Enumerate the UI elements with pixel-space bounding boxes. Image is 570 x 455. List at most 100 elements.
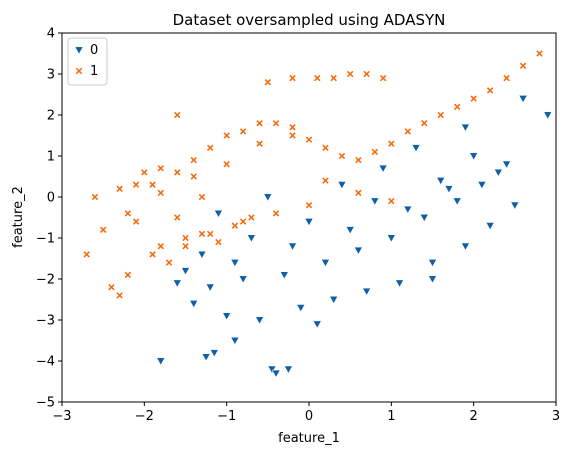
point-series-1 (255, 119, 264, 127)
point-series-0 (296, 304, 306, 313)
point-series-1 (124, 209, 132, 218)
point-series-1 (173, 111, 181, 119)
point-series-0 (502, 160, 512, 169)
point-series-0 (444, 185, 454, 194)
point-series-1 (132, 217, 140, 226)
point-series-0 (321, 259, 330, 268)
point-series-1 (346, 70, 354, 78)
point-series-0 (518, 95, 528, 104)
point-series-0 (288, 242, 297, 251)
point-series-1 (486, 86, 494, 95)
y-tick-label: 3 (47, 68, 55, 83)
point-series-1 (206, 230, 214, 238)
point-series-0 (214, 209, 223, 218)
point-series-0 (419, 214, 429, 223)
point-series-1 (288, 74, 297, 82)
point-series-0 (428, 259, 437, 268)
point-series-1 (379, 74, 387, 82)
point-series-1 (206, 144, 214, 152)
point-series-0 (172, 279, 182, 288)
point-series-0 (238, 275, 248, 284)
point-series-0 (181, 267, 190, 276)
point-series-0 (279, 271, 289, 280)
point-series-1 (157, 189, 165, 197)
point-series-0 (477, 181, 487, 190)
x-tick-label: 0 (305, 409, 313, 424)
legend-label-1: 1 (90, 64, 98, 79)
y-tick-label: 4 (47, 27, 55, 42)
point-series-0 (345, 226, 355, 235)
point-series-1 (198, 193, 206, 201)
point-series-1 (91, 193, 99, 201)
point-series-0 (461, 242, 470, 251)
point-series-1 (115, 291, 124, 300)
point-series-1 (132, 181, 140, 189)
points-layer (83, 49, 553, 378)
legend-marker-0 (74, 46, 84, 55)
point-series-0 (222, 312, 232, 321)
point-series-1 (420, 119, 428, 127)
point-series-1 (305, 201, 313, 209)
legend-label-0: 0 (90, 43, 98, 58)
point-series-0 (436, 177, 446, 186)
point-series-1 (387, 197, 396, 205)
point-series-1 (469, 94, 478, 103)
point-series-0 (271, 369, 281, 378)
y-tick-label: −5 (36, 396, 55, 411)
point-series-1 (535, 49, 544, 58)
y-axis: −5 −4 −3 −2 −1 0 1 2 3 4 (36, 27, 62, 411)
point-series-1 (387, 140, 396, 148)
point-series-1 (190, 156, 198, 164)
point-series-0 (197, 250, 207, 259)
point-series-1 (272, 119, 280, 127)
point-series-0 (201, 353, 211, 362)
point-series-0 (230, 337, 240, 346)
point-series-1 (354, 189, 363, 197)
point-series-0 (255, 316, 265, 325)
point-series-1 (305, 135, 313, 144)
point-series-0 (304, 218, 314, 227)
point-series-1 (181, 234, 190, 242)
point-series-0 (493, 168, 503, 177)
point-series-0 (386, 234, 396, 243)
legend-marker-series-1 (75, 67, 83, 75)
y-tick-label: −2 (36, 273, 55, 288)
x-axis: −3 −2 −1 0 1 2 3 (52, 402, 560, 424)
point-series-0 (452, 197, 462, 206)
legend-marker-series-0 (74, 46, 84, 55)
point-series-1 (272, 209, 280, 218)
point-series-1 (198, 230, 206, 238)
point-series-0 (329, 296, 339, 305)
point-series-1 (371, 148, 379, 156)
point-series-1 (239, 217, 247, 226)
point-series-1 (255, 140, 264, 148)
point-series-1 (247, 213, 256, 222)
point-series-0 (283, 365, 293, 374)
legend-marker-1 (75, 67, 83, 75)
point-series-1 (140, 168, 149, 177)
point-series-0 (312, 320, 322, 329)
point-series-1 (107, 283, 116, 291)
point-series-0 (246, 234, 256, 243)
point-series-1 (264, 78, 272, 86)
point-series-0 (189, 300, 199, 309)
point-series-1 (288, 131, 297, 140)
point-series-1 (437, 111, 445, 119)
series-0 (156, 95, 553, 378)
x-axis-label: feature_1 (278, 431, 340, 446)
point-series-1 (338, 152, 346, 160)
chart-title: Dataset oversampled using ADASYN (173, 11, 446, 29)
y-tick-label: −4 (36, 355, 55, 370)
point-series-0 (337, 181, 347, 190)
point-series-1 (148, 181, 157, 189)
y-tick-label: 0 (47, 191, 55, 206)
point-series-1 (181, 242, 190, 250)
point-series-0 (461, 123, 470, 132)
point-series-0 (209, 349, 219, 358)
point-series-0 (267, 365, 277, 374)
point-series-1 (321, 176, 330, 185)
x-tick-label: 3 (552, 409, 560, 424)
point-series-1 (83, 250, 91, 259)
point-series-1 (239, 127, 247, 136)
point-series-0 (411, 144, 421, 153)
